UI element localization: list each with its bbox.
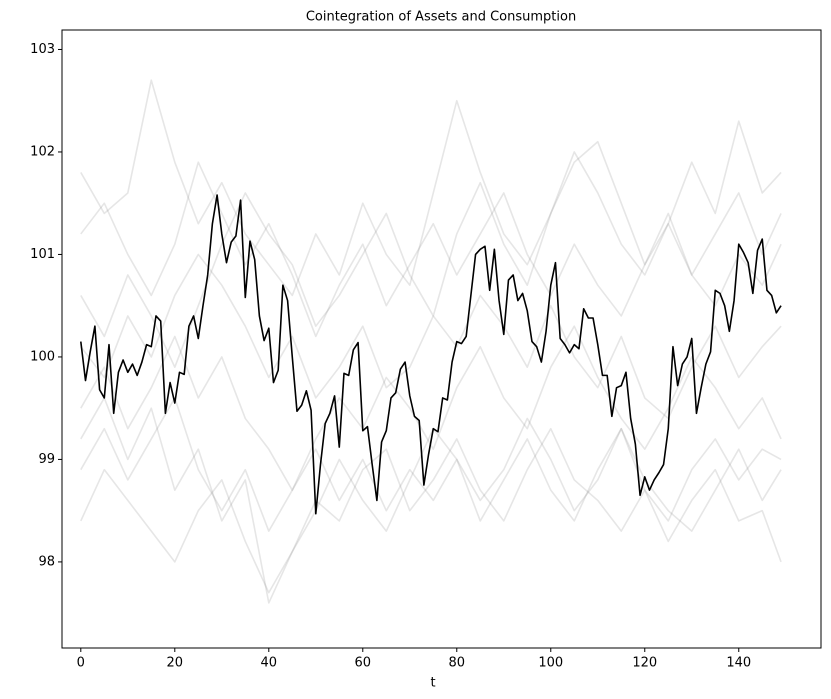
series-line (80, 325, 782, 491)
x-tick-label: 0 (77, 656, 85, 671)
series-line (80, 79, 782, 297)
y-tick-label: 102 (30, 144, 55, 159)
x-axis-label: t (430, 676, 435, 691)
series-line (80, 397, 782, 532)
x-tick-label: 100 (538, 656, 563, 671)
y-tick-label: 100 (30, 349, 55, 364)
x-tick-label: 140 (726, 656, 751, 671)
series-line (80, 161, 782, 338)
x-tick-label: 80 (449, 656, 466, 671)
plot-frame (61, 29, 822, 649)
series-line (80, 427, 782, 594)
y-tick-label: 98 (38, 554, 55, 569)
x-tick-label: 40 (261, 656, 278, 671)
y-tick-label: 101 (30, 247, 55, 262)
y-tick-label: 99 (38, 452, 55, 467)
x-tick-label: 120 (632, 656, 657, 671)
x-tick-label: 60 (355, 656, 372, 671)
y-tick-label: 103 (30, 42, 55, 57)
series-line (80, 140, 782, 368)
x-tick-label: 20 (167, 656, 184, 671)
chart-title: Cointegration of Assets and Consumption (306, 10, 576, 25)
series-line (80, 194, 782, 515)
series-line (80, 397, 782, 604)
